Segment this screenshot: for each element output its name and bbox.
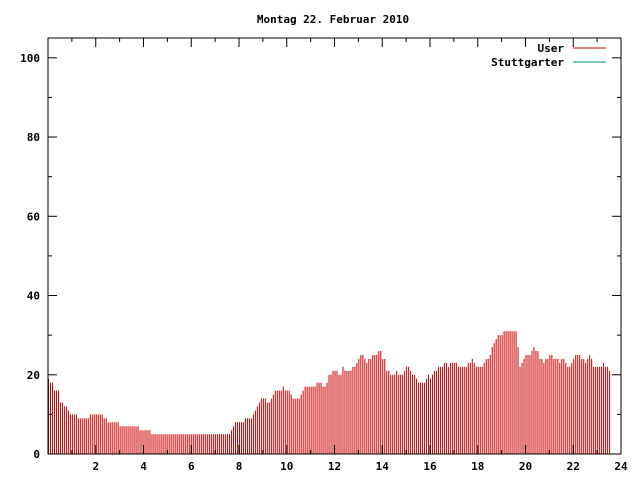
x-tick-label-6: 14 — [376, 460, 390, 473]
x-tick-label-4: 10 — [280, 460, 293, 473]
x-tick-label-3: 8 — [236, 460, 243, 473]
legend-label-stuttgarter: Stuttgarter — [491, 56, 564, 69]
y-tick-label-2: 40 — [27, 290, 40, 303]
x-tick-label-7: 16 — [423, 460, 437, 473]
bars-layer — [48, 331, 611, 454]
y-tick-label-1: 20 — [27, 369, 40, 382]
x-tick-label-5: 12 — [328, 460, 341, 473]
legend: User Stuttgarter — [491, 42, 606, 69]
y-tick-label-5: 100 — [20, 52, 40, 65]
legend-label-user: User — [538, 42, 565, 55]
x-tick-label-0: 2 — [92, 460, 99, 473]
x-tick-label-11: 24 — [614, 460, 628, 473]
x-tick-label-1: 4 — [140, 460, 147, 473]
y-tick-label-3: 60 — [27, 210, 40, 223]
x-tick-label-9: 20 — [519, 460, 532, 473]
y-tick-label-0: 0 — [33, 448, 40, 461]
x-tick-label-2: 6 — [188, 460, 195, 473]
x-tick-label-8: 18 — [471, 460, 484, 473]
x-tick-label-10: 22 — [567, 460, 580, 473]
y-tick-label-4: 80 — [27, 131, 40, 144]
chart-title: Montag 22. Februar 2010 — [257, 13, 409, 26]
